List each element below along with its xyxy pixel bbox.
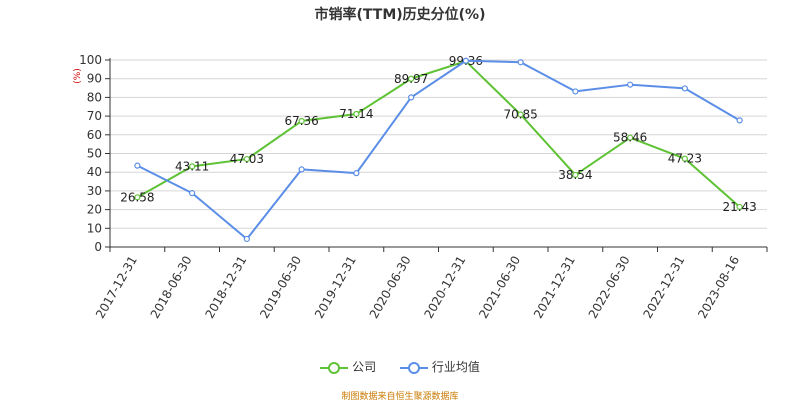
data-label: 43.11: [175, 159, 209, 173]
data-point: [408, 75, 415, 82]
y-tick-label: 50: [87, 147, 102, 161]
y-tick-label: 90: [87, 72, 102, 86]
data-point: [736, 203, 743, 211]
series-line-1: [136, 59, 741, 240]
y-tick-label: 30: [87, 184, 102, 198]
y-tick-label: 70: [87, 109, 102, 123]
data-label: 58.46: [613, 131, 647, 145]
data-label: 67.36: [284, 114, 318, 128]
legend-label-industry: 行业均值: [431, 360, 480, 374]
y-tick-label: 0: [94, 240, 102, 254]
data-point: [462, 57, 469, 64]
x-tick-label: 2020-12-31: [421, 254, 468, 321]
legend-swatch-industry: [399, 361, 428, 374]
data-point: [189, 190, 196, 197]
x-tick-label: 2019-12-31: [312, 254, 359, 321]
x-tick-label: 2020-06-30: [367, 254, 414, 321]
data-point: [627, 81, 634, 88]
data-point: [298, 166, 305, 173]
x-tick-label: 2019-06-30: [257, 254, 304, 321]
data-label: 21.43: [722, 200, 756, 214]
data-point: [134, 162, 141, 169]
legend-item-industry[interactable]: 行业均值: [399, 358, 480, 375]
y-tick-label: 60: [87, 128, 102, 142]
data-point: [243, 235, 250, 243]
x-tick-label: 2022-06-30: [586, 254, 633, 321]
data-label: 89.97: [394, 72, 428, 86]
data-point: [298, 117, 305, 125]
x-tick-label: 2018-06-30: [148, 254, 195, 321]
x-tick-label: 2017-12-31: [93, 254, 140, 321]
data-point: [189, 163, 196, 170]
data-label: 70.85: [503, 108, 537, 122]
legend-swatch-company: [320, 361, 349, 374]
y-tick-label: 40: [87, 165, 102, 179]
y-tick-label: 100: [79, 53, 102, 67]
series-line-0: [136, 60, 741, 208]
data-point: [736, 117, 743, 124]
data-point: [408, 94, 415, 101]
y-tick-label: 10: [87, 221, 102, 235]
y-axis-label: (%): [73, 68, 83, 84]
y-tick-label: 20: [87, 203, 102, 217]
x-tick-label: 2018-12-31: [202, 254, 249, 321]
data-label: 71.14: [339, 107, 373, 121]
data-label: 47.23: [668, 152, 702, 166]
legend-item-company[interactable]: 公司: [320, 358, 376, 375]
x-tick-label: 2021-12-31: [531, 254, 578, 321]
legend: 公司 行业均值: [0, 358, 800, 375]
x-tick-label: 2022-12-31: [640, 254, 687, 321]
data-point: [572, 88, 579, 95]
data-point: [517, 111, 524, 118]
legend-label-company: 公司: [352, 360, 377, 374]
y-tick-label: 80: [87, 90, 102, 104]
data-point: [243, 155, 250, 163]
data-point: [627, 134, 634, 141]
data-point: [134, 194, 141, 201]
data-label: 47.03: [230, 152, 264, 166]
data-point: [353, 170, 360, 177]
x-tick-label: 2023-08-16: [695, 254, 742, 321]
data-label: 26.58: [120, 190, 154, 204]
data-point: [353, 110, 360, 118]
data-point: [681, 85, 688, 92]
data-point: [681, 155, 688, 162]
data-label: 38.54: [558, 168, 592, 182]
data-point: [517, 59, 524, 66]
data-point: [572, 171, 579, 179]
x-tick-label: 2021-06-30: [476, 254, 523, 321]
chart-title: 市销率(TTM)历史分位(%): [314, 7, 486, 23]
source-note: 制图数据来自恒生聚源数据库: [341, 392, 459, 402]
